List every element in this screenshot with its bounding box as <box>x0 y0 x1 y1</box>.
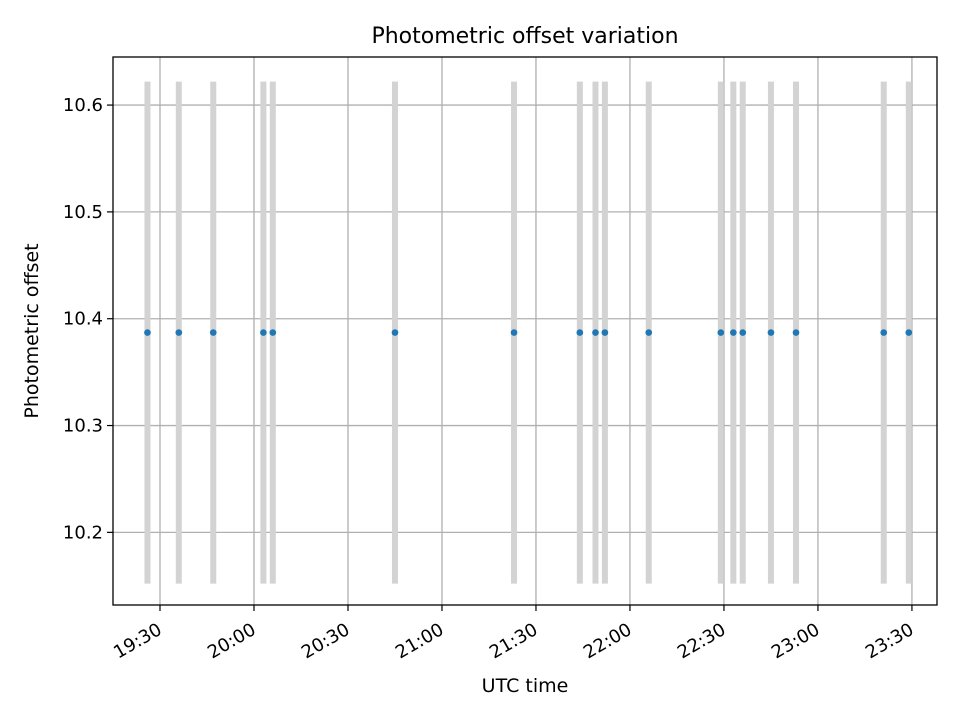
data-point <box>767 329 775 336</box>
chart-title: Photometric offset variation <box>371 24 678 49</box>
data-point <box>209 329 217 336</box>
data-point <box>739 329 747 336</box>
grid <box>113 57 937 605</box>
data-point <box>175 329 183 336</box>
plot-frame <box>112 56 938 606</box>
data-point <box>905 329 913 336</box>
data-point <box>645 329 653 336</box>
data-point <box>880 329 888 336</box>
y-tick-label: 10.6 <box>63 95 103 116</box>
y-tick-label: 10.4 <box>63 309 103 330</box>
data-point <box>576 329 584 336</box>
y-tick-label: 10.3 <box>63 416 103 437</box>
data-point <box>730 329 737 336</box>
data-point <box>601 329 609 336</box>
data-point <box>717 329 725 336</box>
data-point <box>510 329 518 336</box>
data-point <box>592 329 599 336</box>
data-point <box>260 329 267 336</box>
data-point <box>792 329 800 336</box>
x-axis-label: UTC time <box>482 675 569 697</box>
y-tick-label: 10.2 <box>63 522 103 543</box>
y-axis-label: Photometric offset <box>21 243 43 418</box>
y-axis-ticks: 10.2 10.3 10.4 10.5 10.6 <box>63 95 113 543</box>
data-point <box>269 329 277 336</box>
data-points <box>144 329 913 336</box>
y-tick-label: 10.5 <box>63 202 103 223</box>
data-point <box>391 329 399 336</box>
data-point <box>144 329 151 336</box>
